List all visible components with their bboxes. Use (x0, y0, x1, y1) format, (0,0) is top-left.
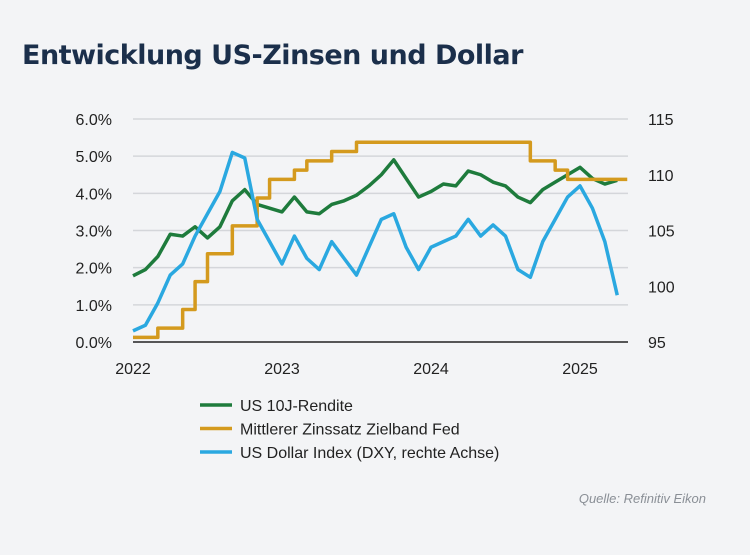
y-right-tick-label: 115 (648, 112, 674, 129)
y-right-tick-label: 100 (648, 279, 675, 296)
series-line-2 (133, 140, 628, 340)
y-right-tick-label: 105 (648, 224, 675, 241)
y-right-tick-label: 95 (648, 335, 666, 352)
y-left-tick-label: 0.0% (76, 335, 112, 352)
y-left-tick-label: 6.0% (76, 112, 112, 129)
x-tick-label: 2023 (264, 361, 300, 378)
y-left-tick-label: 4.0% (76, 186, 112, 203)
series-line-3 (132, 150, 619, 333)
x-tick-label: 2025 (562, 361, 598, 378)
y-left-tick-label: 2.0% (76, 261, 112, 278)
y-right-tick-label: 110 (648, 168, 674, 185)
chart-title: Entwicklung US-Zinsen und Dollar (22, 40, 523, 71)
y-left-tick-label: 3.0% (76, 224, 112, 241)
x-tick-label: 2024 (413, 361, 449, 378)
legend-label: US Dollar Index (DXY, rechte Achse) (240, 445, 499, 462)
source-note: Quelle: Refinitiv Eikon (578, 491, 706, 506)
legend-label: Mittlerer Zinssatz Zielband Fed (240, 422, 460, 439)
y-left-tick-label: 1.0% (76, 298, 112, 315)
y-left-tick-label: 5.0% (76, 149, 112, 166)
series-line-1 (132, 158, 618, 278)
x-tick-label: 2022 (115, 361, 151, 378)
legend-label: US 10J-Rendite (240, 398, 353, 415)
